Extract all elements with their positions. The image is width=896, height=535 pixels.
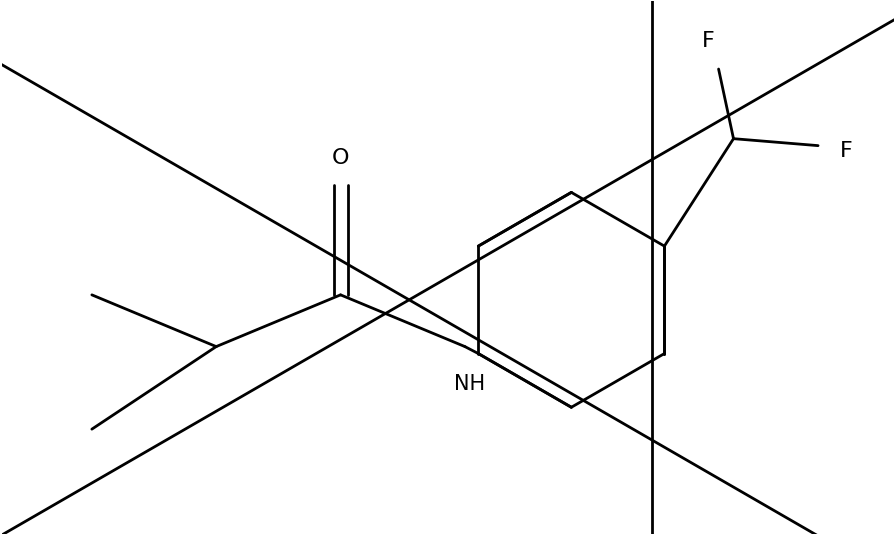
Text: F: F (702, 31, 715, 51)
Text: NH: NH (454, 374, 486, 394)
Text: O: O (332, 148, 349, 167)
Text: F: F (840, 141, 853, 160)
